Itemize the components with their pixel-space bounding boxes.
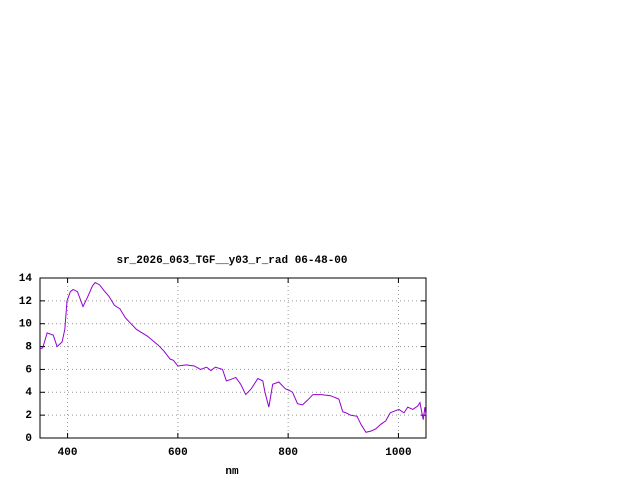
y-tick-label: 10 [19, 319, 32, 331]
x-tick-label: 400 [58, 447, 78, 459]
y-tick-label: 4 [25, 387, 32, 399]
x-axis-label: nm [225, 466, 239, 478]
y-tick-label: 2 [25, 410, 32, 422]
plot-frame [39, 277, 427, 439]
x-tick-label: 1000 [385, 447, 411, 459]
data-line [39, 281, 427, 433]
x-tick-label: 600 [168, 447, 188, 459]
y-tick-label: 6 [25, 364, 32, 376]
y-tick-label: 0 [25, 433, 32, 445]
chart-title: sr_2026_063_TGF__y03_r_rad 06-48-00 [116, 255, 347, 267]
y-tick-label: 12 [19, 296, 32, 308]
y-tick-label: 14 [19, 273, 33, 285]
y-tick-label: 8 [25, 341, 32, 353]
x-tick-label: 800 [278, 447, 298, 459]
